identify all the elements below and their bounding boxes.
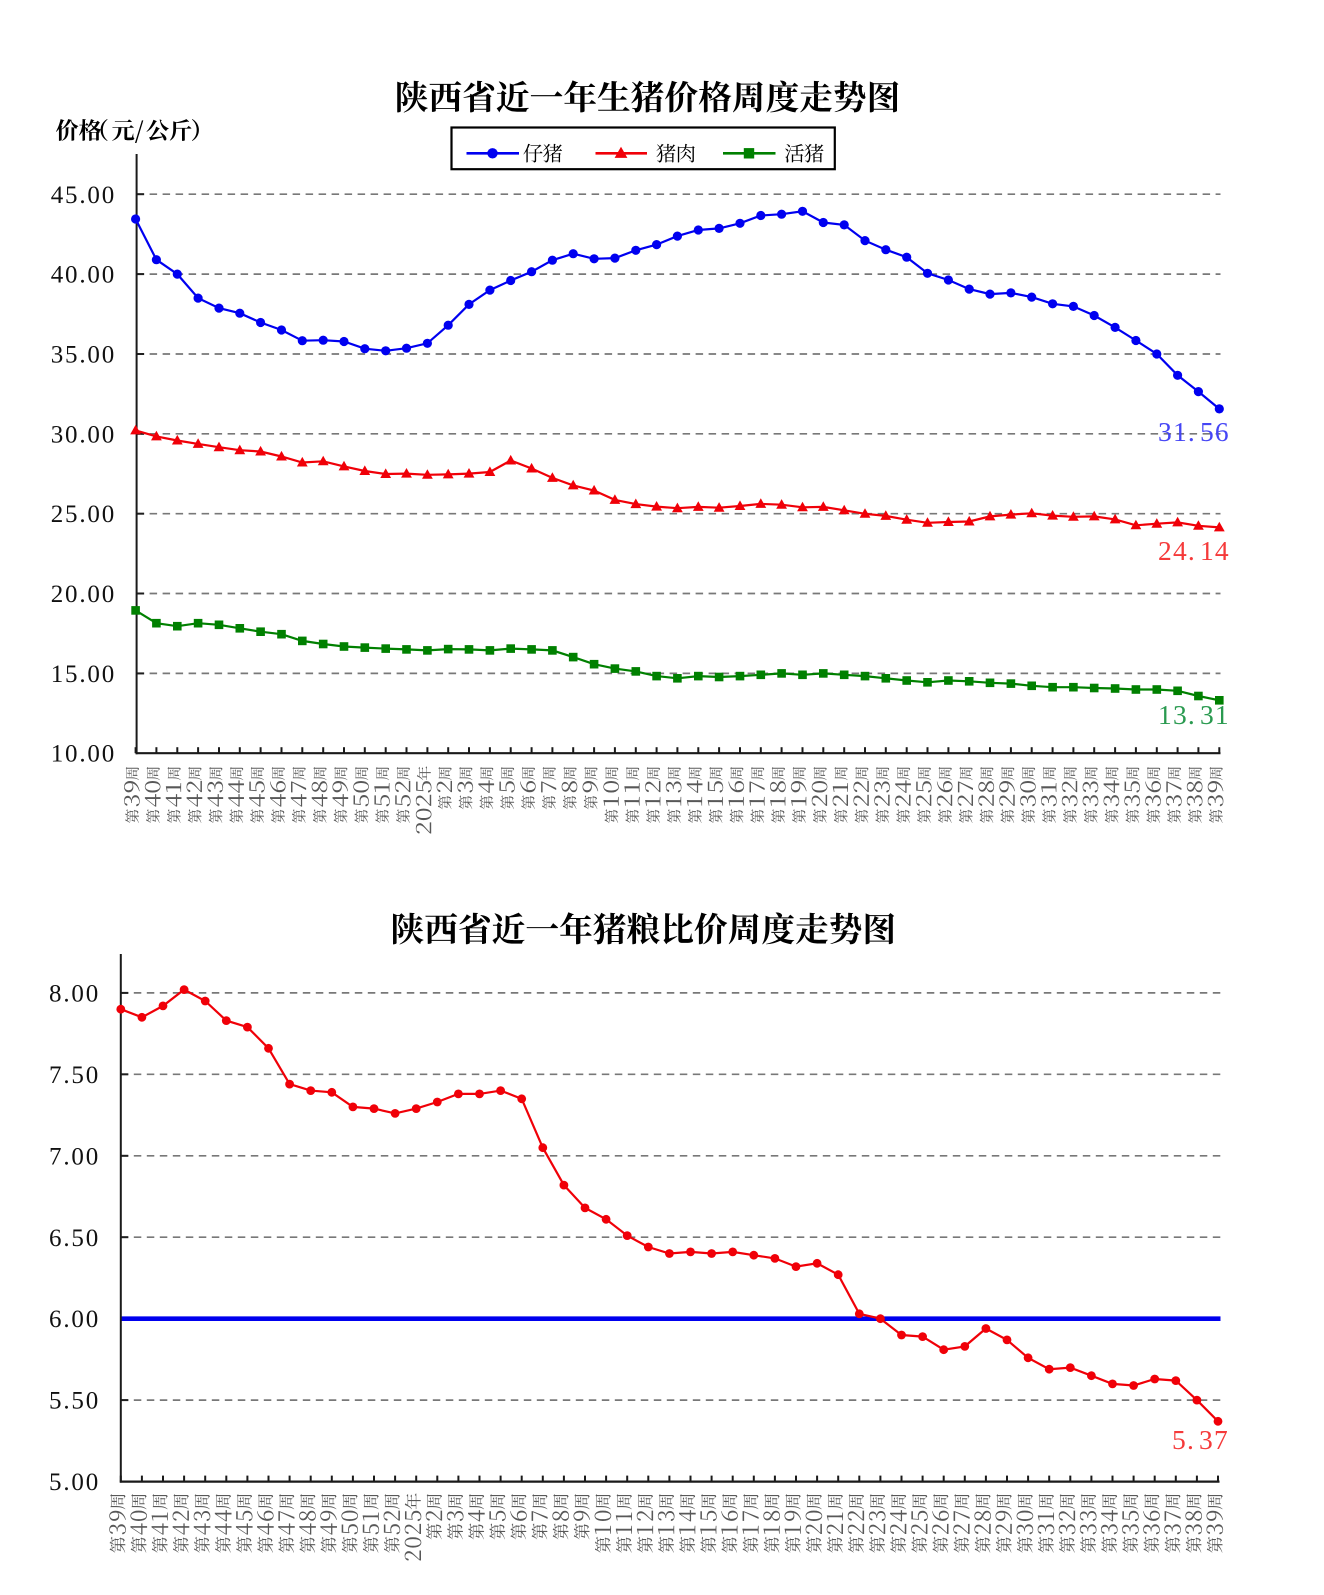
svg-text:30.00: 30.00 — [51, 421, 116, 448]
svg-text:7.00: 7.00 — [49, 1143, 100, 1170]
svg-text:40.00: 40.00 — [51, 262, 116, 289]
svg-text:45.00: 45.00 — [51, 182, 116, 209]
svg-text:5.37: 5. 37 — [1172, 1424, 1229, 1455]
svg-text:20.00: 20.00 — [51, 581, 116, 608]
svg-text:6.00: 6.00 — [49, 1306, 100, 1333]
svg-text:25.00: 25.00 — [51, 501, 116, 528]
svg-text:31.56: 31. 56 — [1158, 416, 1230, 447]
svg-text:10.00: 10.00 — [51, 741, 116, 768]
svg-text:8.00: 8.00 — [49, 980, 100, 1007]
svg-text:5.00: 5.00 — [49, 1469, 100, 1496]
svg-text:5.50: 5.50 — [49, 1388, 100, 1415]
svg-text:7.50: 7.50 — [49, 1062, 100, 1089]
svg-text:6.50: 6.50 — [49, 1225, 100, 1252]
svg-text:35.00: 35.00 — [51, 342, 116, 369]
svg-text:15.00: 15.00 — [51, 661, 116, 688]
svg-text:24.14: 24. 14 — [1158, 535, 1230, 566]
svg-text:13.31: 13. 31 — [1158, 699, 1230, 730]
